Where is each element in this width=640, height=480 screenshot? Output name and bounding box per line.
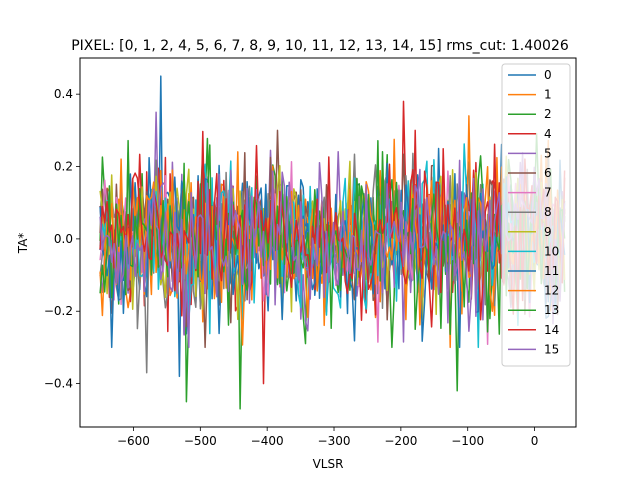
x-tick-label: −600 <box>117 434 150 448</box>
y-tick-label: 0.0 <box>54 232 73 246</box>
y-axis-label: TA* <box>16 233 30 255</box>
x-tick-label: −300 <box>318 434 351 448</box>
legend-label: 5 <box>544 146 552 160</box>
x-tick-label: −100 <box>451 434 484 448</box>
series-line-13 <box>99 132 566 336</box>
legend-label: 9 <box>544 225 552 239</box>
legend-label: 7 <box>544 186 552 200</box>
y-tick-label: −0.4 <box>44 377 73 391</box>
legend-label: 15 <box>544 342 559 356</box>
x-tick-label: −500 <box>184 434 217 448</box>
y-axis: −0.4 −0.2 0.0 0.2 0.4 <box>44 87 80 391</box>
x-axis: −600 −500 −400 −300 −200 −100 0 <box>117 427 538 448</box>
y-tick-label: 0.4 <box>54 87 73 101</box>
x-tick-label: −200 <box>384 434 417 448</box>
legend-label: 0 <box>544 68 552 82</box>
y-tick-label: 0.2 <box>54 160 73 174</box>
legend-label: 6 <box>544 166 552 180</box>
legend-label: 4 <box>544 127 552 141</box>
y-tick-label: −0.2 <box>44 304 73 318</box>
legend-label: 10 <box>544 244 559 258</box>
legend-label: 8 <box>544 205 552 219</box>
legend-label: 1 <box>544 88 552 102</box>
legend-box <box>501 63 571 367</box>
legend-label: 2 <box>544 107 552 121</box>
legend-label: 11 <box>544 264 559 278</box>
plot-area <box>99 75 566 410</box>
x-tick-label: 0 <box>531 434 539 448</box>
series-line-15 <box>99 159 566 349</box>
legend-label: 14 <box>544 323 559 337</box>
legend-label: 12 <box>544 284 559 298</box>
x-tick-label: −400 <box>251 434 284 448</box>
axes-frame <box>79 57 577 428</box>
chart-title: PIXEL: [0, 1, 2, 4, 5, 6, 7, 8, 9, 10, 1… <box>71 38 569 54</box>
legend-label: 13 <box>544 303 559 317</box>
x-axis-label: VLSR <box>313 457 344 471</box>
